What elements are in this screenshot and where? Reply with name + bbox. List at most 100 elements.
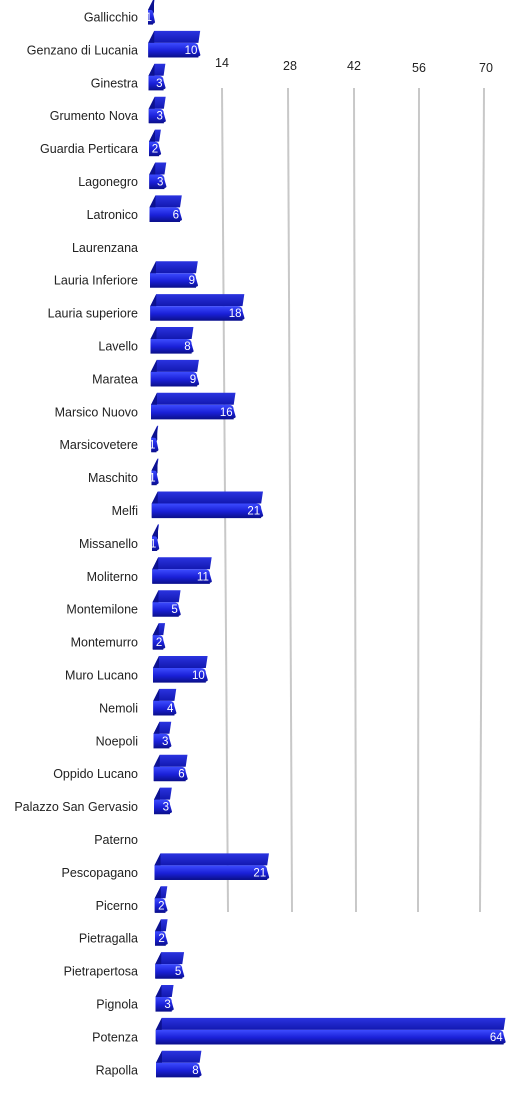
bar (150, 294, 245, 321)
bar-top-face (153, 656, 208, 668)
category-label: Latronico (87, 208, 138, 222)
bar-front-face (150, 371, 200, 386)
category-label: Laurenzana (72, 241, 138, 255)
category-label: Marsicovetere (60, 438, 139, 452)
bar-front-face (156, 1062, 202, 1077)
bar (152, 524, 160, 552)
category-label: Paterno (94, 833, 138, 847)
bar (149, 162, 167, 190)
bar-front-face (148, 108, 166, 123)
bar-front-face (155, 964, 185, 979)
gridline (353, 87, 357, 913)
value-label: 21 (253, 867, 266, 879)
value-label: 1 (146, 12, 152, 24)
bar-front-face (153, 668, 208, 682)
bar (151, 392, 236, 420)
category-label: Lavello (98, 340, 138, 354)
x-tick-label: 28 (283, 59, 297, 73)
bar (155, 985, 174, 1012)
category-label: Rapolla (96, 1063, 138, 1077)
bar-front-face (149, 207, 183, 222)
category-label: Muro Lucano (65, 669, 138, 683)
category-label: Guardia Perticara (40, 142, 138, 156)
bar-front-face (153, 700, 177, 715)
value-label: 8 (184, 341, 190, 353)
bar-front-face (152, 635, 166, 650)
bar-front-face (149, 174, 167, 189)
bar (153, 754, 188, 782)
bar (149, 195, 183, 222)
bar (151, 458, 159, 486)
bar (148, 63, 166, 91)
value-label: 6 (173, 209, 179, 221)
bar-top-face (151, 491, 263, 504)
bar (148, 30, 201, 58)
category-label: Genzano di Lucania (27, 43, 138, 57)
bar-top-face (152, 590, 181, 603)
bar (149, 129, 162, 157)
bar-top-face (155, 952, 185, 965)
value-label: 3 (156, 111, 162, 123)
bar-top-face (150, 261, 198, 274)
bar-front-face (151, 437, 159, 452)
bar-front-face (148, 75, 166, 90)
bar-front-face (150, 306, 245, 321)
bar-front-face (154, 898, 168, 913)
bar (155, 1017, 506, 1045)
bar (153, 656, 208, 683)
value-label: 1 (149, 473, 155, 485)
category-labels: Gallicchio Genzano di Lucania Ginestra Grum… (14, 11, 138, 1078)
value-label: 1 (149, 440, 155, 452)
value-label: 18 (229, 308, 242, 320)
category-label: Grumento Nova (50, 109, 138, 123)
category-label: Ginestra (91, 76, 138, 90)
value-label: 21 (247, 506, 260, 518)
value-label: 64 (490, 1032, 503, 1044)
category-label: Moliterno (87, 570, 138, 584)
value-label: 10 (192, 670, 205, 682)
category-label: Maschito (88, 471, 138, 485)
bar (153, 721, 172, 749)
value-label: 8 (192, 1065, 198, 1077)
category-label: Lauria Inferiore (54, 274, 138, 288)
bar-front-face (149, 141, 162, 156)
category-label: Oppido Lucano (53, 767, 138, 781)
bar-top-face (155, 1017, 506, 1030)
bar-front-face (150, 273, 199, 288)
bar-top-face (154, 853, 269, 866)
bar (150, 359, 200, 387)
bar-front-face (152, 569, 212, 584)
value-label: 1 (150, 538, 156, 550)
value-label: 3 (157, 177, 163, 189)
bar-front-face (151, 503, 264, 518)
category-label: Nemoli (99, 701, 138, 715)
category-label: Pescopagano (62, 866, 139, 880)
bar (152, 557, 212, 584)
value-label: 5 (175, 966, 181, 978)
bar (151, 491, 264, 519)
category-label: Marsico Nuovo (55, 405, 138, 419)
value-label: 16 (220, 407, 233, 419)
bar-front-face (153, 733, 172, 748)
x-tick-label: 42 (347, 59, 361, 73)
bar-front-face (153, 766, 188, 781)
category-label: Lauria superiore (48, 307, 138, 321)
value-label: 6 (178, 769, 184, 781)
bar (150, 261, 199, 288)
value-label: 2 (158, 933, 164, 945)
gridline (417, 87, 420, 913)
bar-top-face (150, 327, 194, 339)
bar (155, 952, 185, 979)
value-label: 9 (190, 374, 196, 386)
value-label: 3 (164, 999, 170, 1011)
bar-top-face (150, 359, 199, 372)
category-label: Pietrapertosa (64, 965, 138, 979)
bar (148, 96, 166, 124)
gridline (479, 87, 485, 913)
bar-front-face (148, 42, 201, 57)
value-label: 10 (185, 45, 198, 57)
bar-top-face (151, 392, 236, 405)
bar (154, 787, 173, 815)
